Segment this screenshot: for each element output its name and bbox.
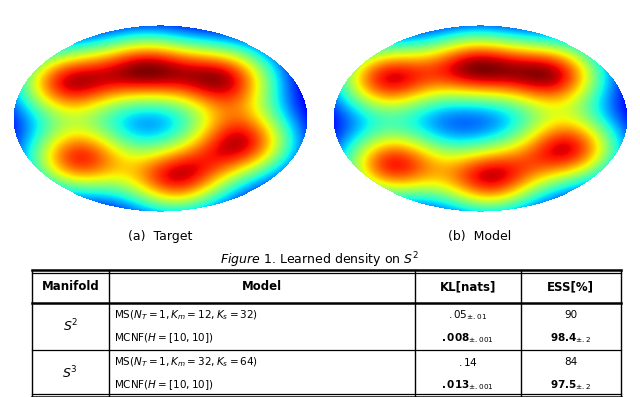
Text: MS$(N_T = 1, K_m = 12, K_s = 32)$: MS$(N_T = 1, K_m = 12, K_s = 32)$ (115, 308, 259, 322)
Text: MCNF$(H = [10, 10])$: MCNF$(H = [10, 10])$ (115, 378, 214, 392)
Text: ESS[%]: ESS[%] (547, 280, 595, 293)
Text: (b)  Model: (b) Model (449, 230, 511, 243)
Text: 90: 90 (564, 310, 577, 320)
Text: 84: 84 (564, 357, 577, 367)
Text: MCNF$(H = [10, 10])$: MCNF$(H = [10, 10])$ (115, 331, 214, 345)
Text: $\mathbf{.008}_{\pm .001}$: $\mathbf{.008}_{\pm .001}$ (442, 331, 494, 345)
Text: Manifold: Manifold (42, 280, 99, 293)
Text: (a)  Target: (a) Target (128, 230, 192, 243)
Text: KL[nats]: KL[nats] (440, 280, 496, 293)
Text: MS$(N_T = 1, K_m = 32, K_s = 64)$: MS$(N_T = 1, K_m = 32, K_s = 64)$ (115, 355, 259, 369)
Text: $\mathit{Figure\ 1}$. Learned density on $S^2$: $\mathit{Figure\ 1}$. Learned density on… (221, 250, 419, 270)
Text: $S^2$: $S^2$ (63, 318, 78, 335)
Text: $S^3$: $S^3$ (63, 365, 78, 382)
Text: $\mathbf{98.4}_{\pm .2}$: $\mathbf{98.4}_{\pm .2}$ (550, 331, 591, 345)
Text: $.05_{\pm .01}$: $.05_{\pm .01}$ (448, 308, 487, 322)
Text: $.14$: $.14$ (458, 356, 477, 368)
Text: Model: Model (241, 280, 282, 293)
Text: $\mathbf{97.5}_{\pm .2}$: $\mathbf{97.5}_{\pm .2}$ (550, 378, 591, 392)
Text: $\mathbf{.013}_{\pm .001}$: $\mathbf{.013}_{\pm .001}$ (442, 378, 494, 392)
